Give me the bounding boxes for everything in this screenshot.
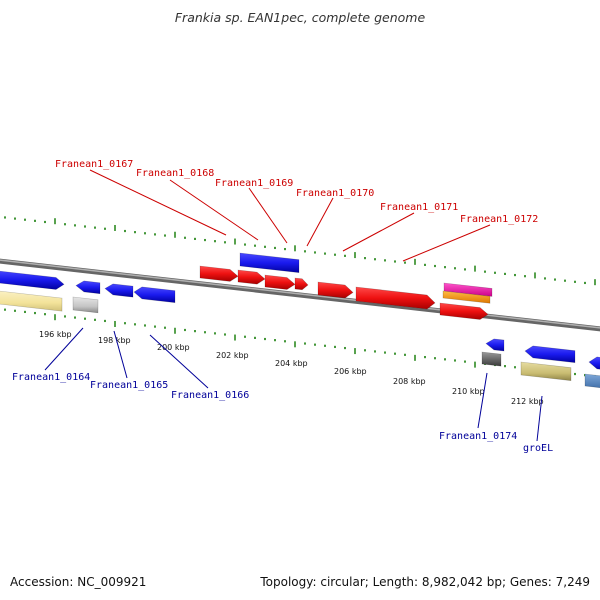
kbp-label: 212 kbp — [511, 397, 544, 406]
gene-red — [355, 286, 436, 310]
gene-blue — [239, 252, 300, 273]
topology-text: Topology: circular; Length: 8,982,042 bp… — [259, 575, 590, 589]
gene-label-franean1-0165: Franean1_0165 — [90, 380, 168, 391]
gene-blue — [133, 286, 176, 303]
gene-blue — [104, 283, 134, 298]
kbp-label: 196 kbp — [39, 330, 72, 339]
gene-blue — [485, 338, 505, 352]
accession-text: Accession: NC_009921 — [10, 575, 146, 589]
gene-label-franean1-0164: Franean1_0164 — [12, 372, 90, 383]
kbp-label: 206 kbp — [334, 367, 367, 376]
gene-blue — [75, 280, 101, 295]
gene-steel — [584, 373, 600, 388]
kbp-labels: 196 kbp 198 kbp 200 kbp 202 kbp 204 kbp … — [39, 330, 544, 406]
gene-features — [0, 252, 600, 388]
gene-dark — [481, 351, 502, 367]
gene-label-franean1-0169: Franean1_0169 — [215, 178, 293, 189]
gene-red — [264, 274, 296, 290]
kbp-label: 208 kbp — [393, 377, 426, 386]
top-gene-labels: Franean1_0167 Franean1_0168 Franean1_016… — [55, 159, 538, 262]
bottom-gene-labels: Franean1_0164 Franean1_0165 Franean1_016… — [12, 327, 553, 454]
gene-label-franean1-0166: Franean1_0166 — [171, 390, 249, 401]
kbp-label: 210 kbp — [452, 387, 485, 396]
gene-label-franean1-0167: Franean1_0167 — [55, 159, 133, 170]
gene-label-franean1-0168: Franean1_0168 — [136, 168, 214, 179]
gene-blue — [588, 356, 600, 370]
gene-label-franean1-0170: Franean1_0170 — [296, 188, 374, 199]
gene-label-franean1-0171: Franean1_0171 — [380, 202, 458, 213]
gene-label-franean1-0174: Franean1_0174 — [439, 431, 517, 442]
gene-gray — [72, 296, 99, 314]
gene-orange — [442, 290, 491, 304]
kbp-label: 200 kbp — [157, 343, 190, 352]
gene-red — [294, 277, 309, 291]
gene-red — [237, 269, 266, 285]
kbp-label: 198 kbp — [98, 336, 131, 345]
gene-cream — [0, 290, 63, 312]
kbp-label: 202 kbp — [216, 351, 249, 360]
gene-blue — [524, 345, 576, 363]
gene-blue — [0, 270, 65, 290]
genome-backbone — [0, 258, 600, 332]
gene-label-groel: groEL — [523, 443, 553, 454]
gene-pink — [443, 282, 493, 297]
gene-olive — [520, 361, 572, 381]
gene-label-franean1-0172: Franean1_0172 — [460, 214, 538, 225]
gene-red — [439, 302, 489, 320]
gene-red — [317, 281, 354, 299]
gene-red — [199, 265, 239, 282]
kbp-label: 204 kbp — [275, 359, 308, 368]
genome-title: Frankia sp. EAN1pec, complete genome — [175, 10, 426, 25]
